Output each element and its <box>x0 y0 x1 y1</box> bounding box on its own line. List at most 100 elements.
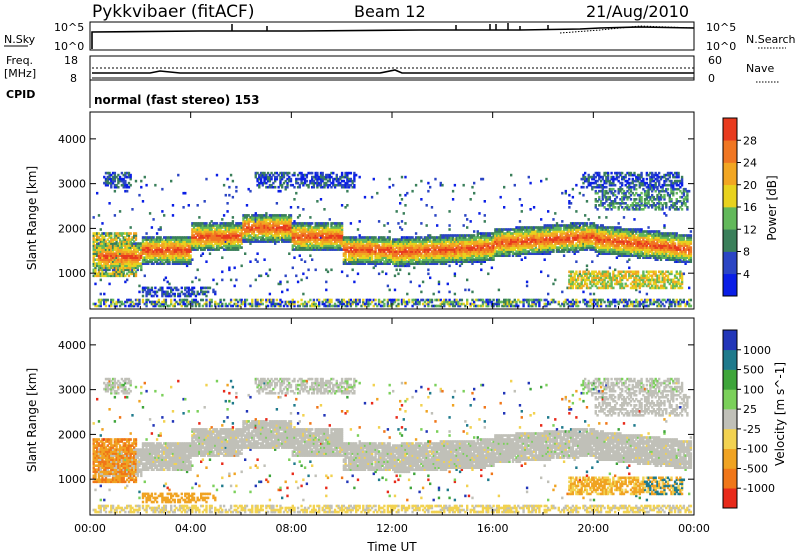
power-cell <box>503 206 505 209</box>
power-cell <box>160 226 162 229</box>
power-cell <box>138 194 140 197</box>
power-cell <box>420 180 422 183</box>
power-cell <box>293 186 295 189</box>
power-cell <box>279 281 281 284</box>
nsky-tick-high: 10^5 <box>54 21 84 34</box>
power-cell <box>309 216 311 219</box>
power-cell <box>288 172 290 175</box>
power-cell <box>249 190 251 193</box>
power-cell <box>463 184 465 187</box>
power-cell <box>241 265 243 268</box>
power-cell <box>448 228 450 231</box>
station-title: Pykkvibaer (fitACF) <box>92 2 254 22</box>
power-cell <box>249 260 251 263</box>
power-cell <box>341 271 343 274</box>
power-cell <box>373 178 375 181</box>
power-cell <box>255 279 257 282</box>
power-cell <box>371 196 373 199</box>
power-cell <box>309 299 311 302</box>
power-cell <box>302 293 304 296</box>
power-cell <box>420 291 422 294</box>
power-cell <box>389 289 391 292</box>
cpid-label: CPID <box>6 88 35 101</box>
nsky-panel-frame <box>90 22 694 50</box>
power-cell <box>431 299 433 302</box>
power-cell <box>209 252 211 255</box>
power-cell <box>223 214 225 217</box>
power-cell <box>226 210 228 213</box>
power-cell <box>452 190 454 193</box>
power-cell <box>251 299 253 302</box>
power-cell <box>198 216 200 219</box>
power-cell <box>295 192 297 195</box>
power-cell <box>267 305 269 308</box>
power-cell <box>281 301 283 304</box>
power-cell <box>433 293 435 296</box>
power-cell <box>256 260 258 263</box>
power-cell <box>540 180 542 183</box>
power-cell <box>404 222 406 225</box>
power-cell <box>221 218 223 221</box>
power-cell <box>138 285 140 288</box>
power-cell <box>211 299 213 302</box>
power-cell <box>466 218 468 221</box>
power-cell <box>447 283 449 286</box>
power-cell <box>514 184 516 187</box>
power-cell <box>256 299 258 302</box>
power-cell <box>464 289 466 292</box>
nsky-line <box>92 27 694 49</box>
power-cell <box>408 273 410 276</box>
power-cell <box>529 208 531 211</box>
power-cell <box>411 190 413 193</box>
power-cell <box>362 299 364 302</box>
power-cell <box>300 299 302 302</box>
power-cell <box>297 281 299 284</box>
power-cell <box>327 271 329 274</box>
power-cell <box>415 232 417 235</box>
power-cell <box>376 192 378 195</box>
nsearch-label: N.Search <box>746 33 796 46</box>
power-cell <box>230 174 232 177</box>
power-cell <box>357 228 359 231</box>
power-cell <box>138 291 140 294</box>
nsearch-tick-high: 10^5 <box>706 21 736 34</box>
power-cell <box>189 254 191 257</box>
power-cell <box>466 226 468 229</box>
power-cell <box>315 269 317 272</box>
power-cell <box>297 301 299 304</box>
power-cell <box>290 206 292 209</box>
power-cell <box>170 180 172 183</box>
power-cell <box>232 220 234 223</box>
power-cell <box>221 271 223 274</box>
power-cell <box>265 212 267 215</box>
power-cell <box>246 204 248 207</box>
power-cell <box>392 184 394 187</box>
power-cell <box>154 287 156 290</box>
power-cell <box>341 172 343 175</box>
power-cell <box>112 299 114 302</box>
power-cell <box>427 273 429 276</box>
power-cell <box>130 232 132 235</box>
power-cell <box>234 285 236 288</box>
power-cell <box>108 202 110 205</box>
power-cell <box>353 281 355 284</box>
power-cell <box>521 204 523 207</box>
power-cell <box>126 279 128 282</box>
power-cell <box>478 212 480 215</box>
power-cell <box>359 220 361 223</box>
power-cell <box>151 287 153 290</box>
power-cell <box>235 190 237 193</box>
power-cell <box>126 190 128 193</box>
power-cell <box>484 220 486 223</box>
power-cell <box>135 232 137 235</box>
power-cell <box>404 204 406 207</box>
freq-label: Freq. <box>6 54 33 67</box>
nsky-label: N.Sky <box>4 33 36 46</box>
power-cell <box>293 198 295 201</box>
power-cell <box>138 299 140 302</box>
power-cell <box>144 275 146 278</box>
power-cell <box>149 212 151 215</box>
power-cell <box>397 299 399 302</box>
power-cell <box>191 281 193 284</box>
power-cell <box>385 273 387 276</box>
